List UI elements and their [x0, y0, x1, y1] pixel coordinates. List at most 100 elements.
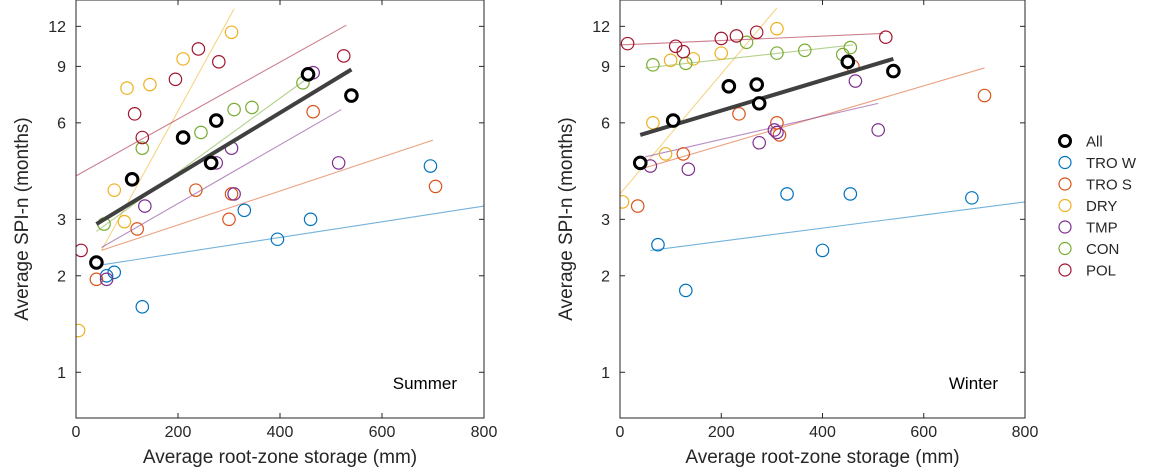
- y-tick-label: 12: [592, 19, 610, 36]
- point-all: [721, 79, 737, 94]
- x-tick-label: 800: [1012, 424, 1039, 441]
- fit-line-con: [96, 75, 311, 232]
- fit-line-all: [95, 67, 353, 226]
- point-con: [843, 40, 858, 55]
- point-tro_s: [977, 88, 992, 103]
- x-axis-label: Average root-zone storage (mm): [143, 447, 417, 468]
- point-tmp: [138, 199, 152, 213]
- y-tick-label: 12: [48, 19, 66, 36]
- point-tmp: [767, 123, 782, 137]
- point-tmp: [99, 272, 114, 287]
- y-axis-label: Average SPI-n (months): [12, 117, 33, 320]
- y-tick-label: 2: [601, 268, 610, 285]
- point-tro_w: [270, 232, 285, 247]
- point-tmp: [227, 187, 241, 201]
- point-dry: [76, 323, 86, 338]
- point-all: [751, 96, 767, 111]
- y-tick-label: 9: [601, 59, 610, 76]
- point-tmp: [681, 162, 696, 177]
- point-pol: [127, 107, 142, 121]
- point-pol: [620, 36, 635, 51]
- point-tro_s: [676, 147, 691, 161]
- point-dry: [143, 77, 157, 92]
- y-tick-label: 2: [57, 268, 66, 285]
- x-tick-label: 800: [471, 424, 498, 441]
- legend-label-tro_s: TRO S: [1086, 177, 1132, 194]
- point-tmp: [871, 123, 885, 137]
- point-pol: [676, 44, 691, 59]
- point-all: [89, 255, 104, 270]
- point-con: [646, 58, 660, 72]
- point-tmp: [770, 125, 784, 140]
- point-pol: [212, 55, 226, 69]
- point-tro_w: [107, 265, 122, 280]
- point-tro_w: [651, 237, 665, 252]
- point-tmp: [848, 74, 863, 88]
- point-pol: [76, 243, 88, 258]
- point-tro_s: [732, 107, 746, 121]
- x-tick-label: 600: [910, 424, 937, 441]
- point-tro_s: [306, 104, 320, 119]
- point-tro_w: [423, 159, 438, 173]
- fit-line-all: [639, 56, 894, 137]
- point-tro_w: [780, 187, 794, 201]
- legend-marker-pol: [1058, 263, 1072, 277]
- x-tick-label: 200: [708, 424, 735, 441]
- point-dry: [117, 214, 132, 229]
- point-all: [208, 113, 224, 128]
- point-pol: [168, 72, 183, 87]
- point-all: [840, 54, 856, 70]
- legend-marker-tro_s: [1058, 177, 1072, 191]
- point-all: [632, 155, 648, 171]
- point-tro_w: [99, 268, 114, 283]
- legend-label-all: All: [1086, 134, 1103, 151]
- point-tro_w: [135, 300, 150, 314]
- x-tick-label: 400: [267, 424, 294, 441]
- fit-line-pol: [76, 24, 347, 177]
- point-con: [770, 46, 784, 60]
- x-tick-label: 200: [165, 424, 192, 441]
- x-tick-label: 600: [369, 424, 396, 441]
- point-con: [739, 35, 754, 50]
- point-con: [135, 141, 150, 156]
- point-tro_w: [303, 212, 318, 227]
- point-tro_w: [679, 283, 693, 298]
- point-all: [203, 155, 219, 171]
- legend-label-tmp: TMP: [1086, 220, 1118, 237]
- point-all: [665, 113, 681, 128]
- legend-marker-dry: [1058, 198, 1072, 213]
- point-tro_s: [224, 187, 239, 201]
- axes-box: [619, 0, 1026, 419]
- point-all: [124, 171, 140, 187]
- fit-line-tro_w: [650, 201, 1025, 251]
- point-tro_s: [222, 212, 236, 227]
- plot-area: [76, 8, 484, 338]
- legend-label-pol: POL: [1086, 263, 1116, 280]
- x-tick-label: 0: [72, 424, 81, 441]
- y-tick-label: 1: [601, 365, 610, 382]
- legend-label-con: CON: [1086, 241, 1119, 258]
- y-tick-label: 9: [57, 59, 66, 76]
- legend-label-dry: DRY: [1086, 198, 1117, 215]
- point-tro_s: [630, 199, 645, 213]
- point-tro_s: [130, 222, 144, 236]
- point-pol: [191, 42, 206, 56]
- point-dry: [176, 52, 190, 66]
- y-tick-label: 3: [57, 212, 66, 229]
- point-dry: [686, 52, 701, 66]
- point-tro_w: [843, 187, 858, 201]
- fit-line-tro_w: [96, 205, 484, 267]
- point-con: [227, 102, 241, 117]
- point-tro_s: [428, 179, 443, 194]
- x-tick-label: 400: [809, 424, 836, 441]
- fit-line-dry: [101, 8, 235, 251]
- legend-label-tro_w: TRO W: [1086, 155, 1137, 172]
- legend-marker-con: [1058, 241, 1072, 256]
- point-con: [194, 125, 208, 140]
- panel-label: Winter: [949, 374, 998, 393]
- legend-marker-tro_w: [1058, 155, 1072, 170]
- point-con: [245, 100, 259, 115]
